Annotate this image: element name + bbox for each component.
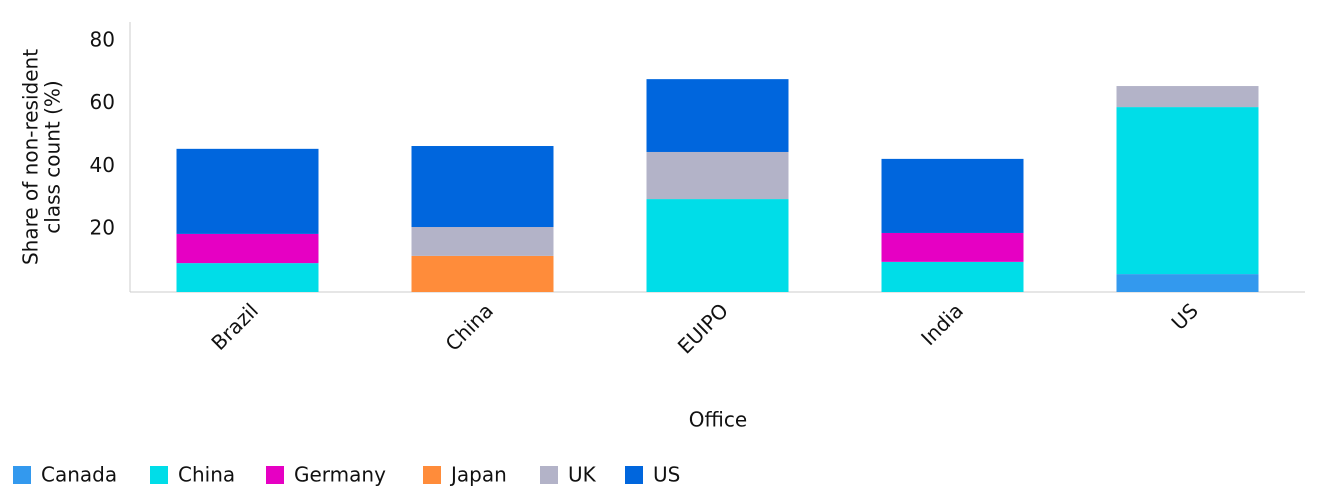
- bar-segment: [1116, 274, 1259, 292]
- legend-label: US: [653, 463, 680, 487]
- bar-segment: [176, 233, 319, 264]
- bar-segment: [1116, 107, 1259, 275]
- bar-segment: [646, 151, 789, 200]
- legend-swatch: [423, 466, 441, 484]
- legend-label: China: [178, 463, 235, 487]
- bar-segment: [881, 232, 1024, 262]
- y-axis-label: class count (%): [41, 80, 65, 233]
- y-tick-label: 40: [90, 153, 115, 177]
- bar-segment: [646, 79, 789, 152]
- bar-segment: [411, 146, 554, 228]
- y-tick-label: 60: [90, 90, 115, 114]
- x-axis-label: Office: [689, 408, 747, 432]
- y-axis-label: Share of non-resident: [19, 49, 43, 265]
- legend-label: UK: [568, 463, 597, 487]
- bar-segment: [411, 255, 554, 292]
- x-tick-label: India: [916, 298, 968, 350]
- x-tick-label: Brazil: [206, 298, 262, 354]
- x-tick-label: EUIPO: [673, 298, 733, 358]
- legend-label: Canada: [41, 463, 117, 487]
- legend-label: Japan: [449, 463, 507, 487]
- x-tick-label: China: [441, 298, 498, 355]
- bar-segment: [411, 227, 554, 256]
- bar-segment: [881, 158, 1024, 233]
- x-tick-label: US: [1167, 298, 1203, 334]
- y-tick-label: 20: [90, 216, 115, 240]
- legend-swatch: [266, 466, 284, 484]
- bar-segment: [176, 148, 319, 234]
- legend-swatch: [625, 466, 643, 484]
- bar-segment: [646, 199, 789, 292]
- legend-swatch: [540, 466, 558, 484]
- bar-segment: [1116, 86, 1259, 108]
- bar-segment: [881, 261, 1024, 292]
- legend-swatch: [150, 466, 168, 484]
- legend-swatch: [13, 466, 31, 484]
- y-tick-label: 80: [90, 27, 115, 51]
- bar-segment: [176, 263, 319, 292]
- legend-label: Germany: [294, 463, 386, 487]
